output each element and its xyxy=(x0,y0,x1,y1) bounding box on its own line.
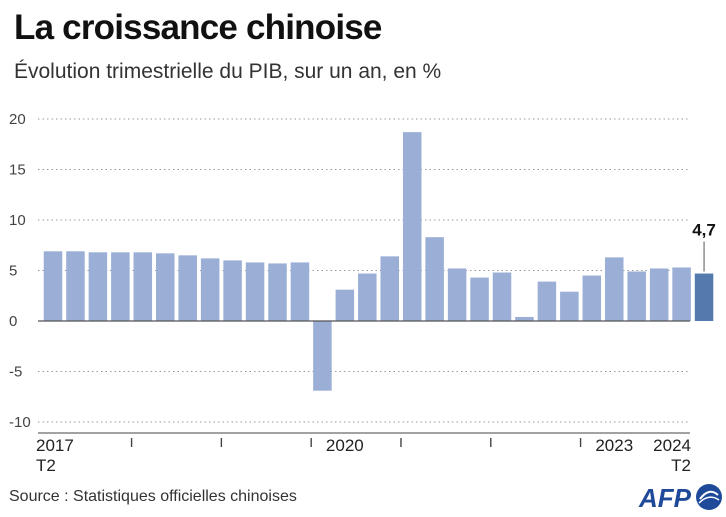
bar xyxy=(43,251,63,321)
bar xyxy=(268,263,287,321)
bar xyxy=(447,268,467,321)
bar xyxy=(605,257,624,321)
x-tick-label: 2017 xyxy=(36,436,74,455)
bar xyxy=(560,291,579,321)
y-tick-label: 5 xyxy=(9,263,17,280)
bar xyxy=(313,321,332,391)
chart-title: La croissance chinoise xyxy=(14,8,382,47)
bar xyxy=(515,316,534,321)
annotation-label: 4,7 xyxy=(692,221,716,240)
bar xyxy=(200,258,220,321)
y-tick-label: -10 xyxy=(9,414,31,431)
x-tick-label: 2020 xyxy=(326,436,364,455)
x-tick-label: 2023 xyxy=(595,436,633,455)
svg-text:AFP: AFP xyxy=(638,483,692,513)
bar xyxy=(335,289,355,321)
x-tick-label: 2024 xyxy=(653,436,691,455)
y-tick-label: 10 xyxy=(9,212,26,229)
y-tick-label: 0 xyxy=(9,313,17,330)
y-tick-label: 15 xyxy=(9,162,26,179)
bar xyxy=(402,132,422,321)
bar xyxy=(380,256,399,321)
bar xyxy=(582,275,602,321)
bar xyxy=(694,273,714,321)
bar xyxy=(358,273,377,321)
bar xyxy=(425,237,444,321)
x-tick-label: T2 xyxy=(671,456,691,475)
bar xyxy=(245,262,265,321)
bar xyxy=(649,268,669,321)
source-note: Source : Statistiques officielles chinoi… xyxy=(9,488,297,505)
x-tick-label: T2 xyxy=(36,456,56,475)
bar xyxy=(178,255,197,321)
bar xyxy=(290,262,310,321)
bar xyxy=(223,260,242,321)
chart-subtitle: Évolution trimestrielle du PIB, sur un a… xyxy=(14,60,442,83)
bar xyxy=(156,253,175,321)
bar xyxy=(88,252,108,321)
bar xyxy=(492,272,512,321)
bar xyxy=(537,281,557,321)
bar xyxy=(66,251,85,321)
bar xyxy=(470,277,489,321)
y-tick-label: -5 xyxy=(9,364,22,381)
bar xyxy=(672,267,691,321)
bar xyxy=(111,252,130,321)
y-tick-label: 20 xyxy=(9,111,26,128)
afp-logo: AFP xyxy=(638,483,722,513)
bar xyxy=(133,252,153,321)
bar xyxy=(627,271,646,321)
